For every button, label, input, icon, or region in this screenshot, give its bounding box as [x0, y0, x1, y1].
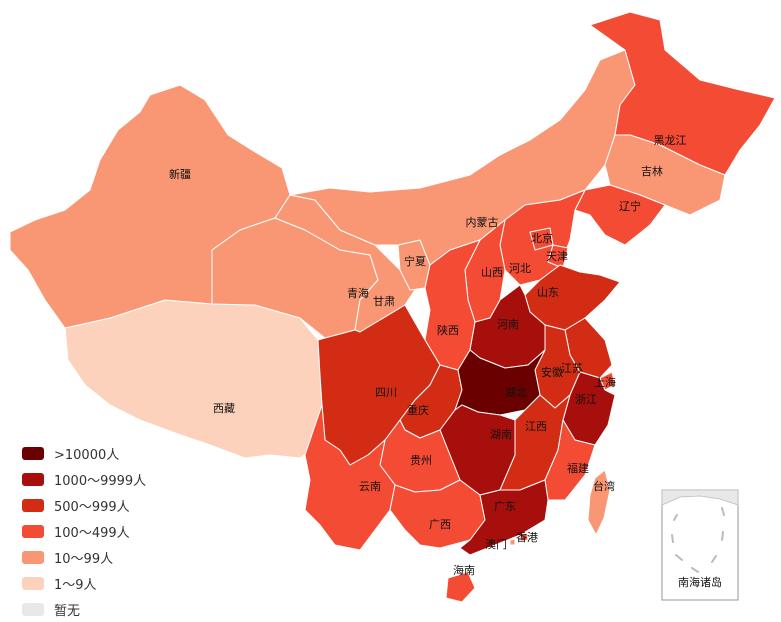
legend-item[interactable]: 10～99人 — [22, 544, 146, 570]
region-label: 香港 — [516, 531, 538, 544]
legend-label: 1～9人 — [54, 577, 97, 593]
legend-swatch — [22, 446, 44, 460]
region-label: 安徽 — [541, 365, 563, 379]
region-label: 上海 — [594, 375, 616, 389]
region-xinjiang[interactable] — [9, 84, 291, 329]
legend-item[interactable]: 暂无 — [22, 596, 146, 622]
region-label: 天津 — [546, 250, 568, 263]
region-label: 海南 — [453, 563, 475, 577]
region-label: 台湾 — [593, 479, 615, 493]
region-label: 黑龙江 — [654, 134, 687, 147]
region-label: 西藏 — [213, 402, 235, 415]
region-hongkong[interactable] — [519, 532, 529, 542]
region-label: 湖南 — [490, 428, 512, 441]
region-label: 贵州 — [410, 454, 432, 467]
legend-swatch — [22, 472, 44, 486]
legend-swatch — [22, 576, 44, 590]
region-taiwan[interactable] — [587, 469, 611, 536]
legend-label: 100～499人 — [54, 525, 130, 541]
legend: >10000人 1000～9999人 500～999人 100～499人 10～… — [22, 440, 146, 622]
legend-label: 10～99人 — [54, 551, 114, 567]
region-label: 河北 — [509, 262, 531, 275]
region-label: 陕西 — [437, 323, 459, 337]
legend-label: 500～999人 — [54, 499, 130, 515]
legend-label: 暂无 — [54, 603, 81, 619]
region-label: 甘肃 — [373, 295, 395, 308]
region-jilin[interactable] — [604, 134, 726, 216]
region-heilongjiang[interactable] — [589, 11, 776, 176]
region-label: 山东 — [537, 286, 559, 299]
region-label: 云南 — [359, 480, 381, 493]
region-label: 广西 — [429, 518, 451, 531]
region-label: 四川 — [375, 386, 397, 399]
region-guangxi[interactable] — [389, 479, 486, 549]
region-label: 福建 — [567, 461, 589, 475]
legend-swatch — [22, 602, 44, 616]
region-liaoning[interactable] — [574, 184, 666, 246]
legend-label: >10000人 — [54, 447, 120, 463]
legend-swatch — [22, 524, 44, 538]
region-label: 重庆 — [407, 403, 429, 417]
legend-item[interactable]: 500～999人 — [22, 492, 146, 518]
region-label: 辽宁 — [619, 199, 641, 213]
region-fujian[interactable] — [544, 419, 596, 501]
region-label: 内蒙古 — [466, 215, 499, 229]
region-label: 吉林 — [641, 164, 663, 178]
legend-item[interactable]: >10000人 — [22, 440, 146, 466]
inset-coastline — [661, 489, 739, 506]
legend-item[interactable]: 1～9人 — [22, 570, 146, 596]
region-label: 河南 — [497, 318, 519, 331]
region-label: 北京 — [531, 231, 553, 245]
legend-swatch — [22, 498, 44, 512]
region-label: 江苏 — [561, 362, 583, 375]
legend-label: 1000～9999人 — [54, 473, 147, 489]
region-label: 江西 — [525, 420, 547, 433]
legend-item[interactable]: 100～499人 — [22, 518, 146, 544]
region-label: 广东 — [494, 500, 516, 513]
nine-dash-line — [671, 507, 725, 573]
inset-label: 南海诸岛 — [678, 575, 722, 589]
region-label: 澳门 — [485, 537, 507, 551]
legend-swatch — [22, 550, 44, 564]
region-label: 山西 — [481, 266, 503, 279]
region-label: 新疆 — [169, 167, 191, 181]
region-xizang[interactable] — [64, 299, 326, 459]
region-hainan[interactable] — [445, 571, 476, 603]
region-label: 浙江 — [575, 393, 597, 406]
region-label: 青海 — [347, 286, 369, 300]
legend-item[interactable]: 1000～9999人 — [22, 466, 146, 492]
south-china-sea-inset: 南海诸岛 — [661, 489, 739, 601]
region-macau[interactable] — [509, 538, 516, 546]
region-label: 宁夏 — [404, 254, 426, 268]
region-label: 湖北 — [505, 386, 527, 399]
